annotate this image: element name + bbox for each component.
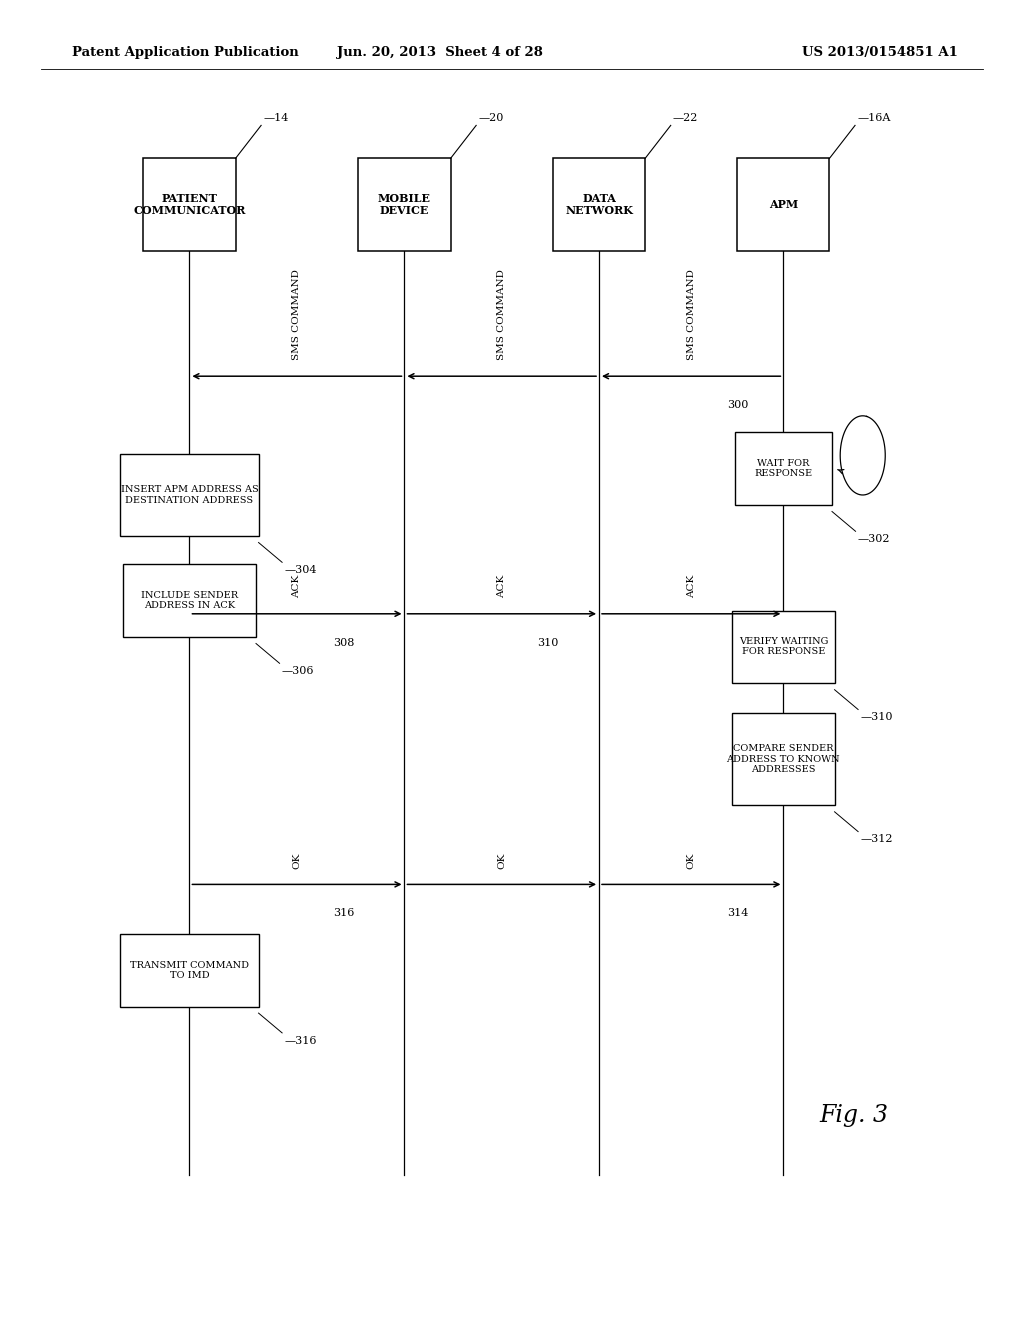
Text: ACK: ACK xyxy=(498,574,506,598)
Text: Patent Application Publication: Patent Application Publication xyxy=(72,46,298,59)
Text: OK: OK xyxy=(293,853,301,869)
Text: MOBILE
DEVICE: MOBILE DEVICE xyxy=(378,193,431,216)
Text: US 2013/0154851 A1: US 2013/0154851 A1 xyxy=(802,46,957,59)
Text: —20: —20 xyxy=(478,112,504,123)
FancyBboxPatch shape xyxy=(732,610,835,684)
Text: SMS COMMAND: SMS COMMAND xyxy=(687,269,695,360)
Text: 310: 310 xyxy=(538,638,559,648)
Text: 308: 308 xyxy=(333,638,354,648)
Text: COMPARE SENDER
ADDRESS TO KNOWN
ADDRESSES: COMPARE SENDER ADDRESS TO KNOWN ADDRESSE… xyxy=(727,744,840,774)
Text: INCLUDE SENDER
ADDRESS IN ACK: INCLUDE SENDER ADDRESS IN ACK xyxy=(141,591,238,610)
Text: —310: —310 xyxy=(860,713,893,722)
Text: ACK: ACK xyxy=(293,574,301,598)
FancyBboxPatch shape xyxy=(732,713,835,805)
Text: ACK: ACK xyxy=(687,574,695,598)
Text: APM: APM xyxy=(769,199,798,210)
FancyBboxPatch shape xyxy=(737,158,829,251)
Text: SMS COMMAND: SMS COMMAND xyxy=(293,269,301,360)
Text: —16A: —16A xyxy=(857,112,891,123)
Text: —14: —14 xyxy=(263,112,289,123)
Text: —316: —316 xyxy=(285,1035,316,1045)
Text: DATA
NETWORK: DATA NETWORK xyxy=(565,193,633,216)
FancyBboxPatch shape xyxy=(121,454,258,536)
Text: VERIFY WAITING
FOR RESPONSE: VERIFY WAITING FOR RESPONSE xyxy=(738,638,828,656)
Text: WAIT FOR
RESPONSE: WAIT FOR RESPONSE xyxy=(755,459,812,478)
Text: PATIENT
COMMUNICATOR: PATIENT COMMUNICATOR xyxy=(133,193,246,216)
Text: 316: 316 xyxy=(333,908,354,919)
FancyBboxPatch shape xyxy=(553,158,645,251)
Text: SMS COMMAND: SMS COMMAND xyxy=(498,269,506,360)
FancyBboxPatch shape xyxy=(358,158,451,251)
Text: OK: OK xyxy=(687,853,695,869)
Text: 314: 314 xyxy=(727,908,749,919)
Text: —304: —304 xyxy=(285,565,316,576)
Text: TRANSMIT COMMAND
TO IMD: TRANSMIT COMMAND TO IMD xyxy=(130,961,249,979)
Text: —312: —312 xyxy=(860,834,893,845)
Text: Fig. 3: Fig. 3 xyxy=(819,1104,888,1127)
FancyBboxPatch shape xyxy=(121,935,258,1006)
Text: —22: —22 xyxy=(673,112,698,123)
FancyBboxPatch shape xyxy=(143,158,236,251)
FancyBboxPatch shape xyxy=(123,564,256,636)
Text: OK: OK xyxy=(498,853,506,869)
Text: INSERT APM ADDRESS AS
DESTINATION ADDRESS: INSERT APM ADDRESS AS DESTINATION ADDRES… xyxy=(121,486,258,504)
Text: —306: —306 xyxy=(282,665,314,676)
Text: 300: 300 xyxy=(727,400,749,411)
Text: —302: —302 xyxy=(858,533,890,544)
Text: Jun. 20, 2013  Sheet 4 of 28: Jun. 20, 2013 Sheet 4 of 28 xyxy=(337,46,544,59)
FancyBboxPatch shape xyxy=(735,432,831,504)
